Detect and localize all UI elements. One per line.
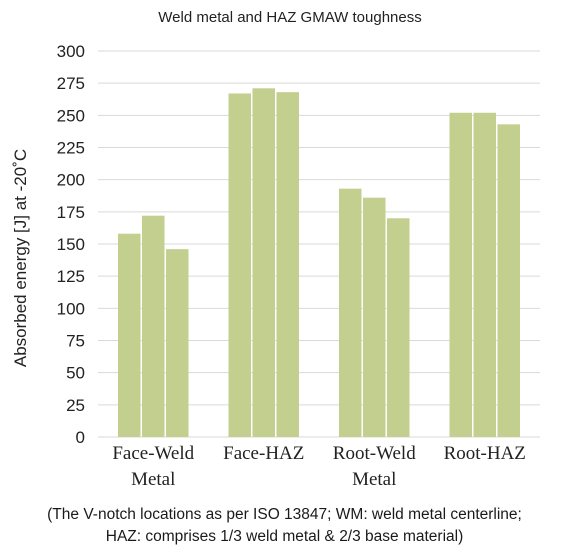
bar [166, 249, 189, 437]
y-tick-labels: 0 25 50 75 100 125 150 175 200 225 250 275 300 [57, 42, 85, 447]
y-tick-label: 200 [57, 171, 85, 190]
x-tick-labels: Face-Weld Metal Face-HAZ Root-Weld Metal Root… [112, 443, 526, 490]
x-tick-label: Face-Weld [112, 443, 194, 464]
x-tick-label: Face-HAZ [223, 443, 304, 464]
y-tick-label: 225 [57, 139, 85, 158]
y-tick-label: 175 [57, 203, 85, 222]
y-tick-label: 0 [76, 428, 85, 447]
y-tick-label: 150 [57, 235, 85, 254]
bars [118, 88, 520, 438]
y-axis-label: Absorbed energy [J] at -20˚C [11, 149, 30, 367]
x-tick-label: Root-Weld [333, 443, 416, 464]
y-tick-label: 75 [66, 332, 85, 351]
bar [473, 112, 496, 437]
bar [339, 188, 362, 437]
x-tick-label: Metal [352, 469, 396, 490]
bar [276, 92, 299, 437]
y-tick-label: 100 [57, 299, 85, 318]
x-tick-label: Metal [131, 469, 175, 490]
x-tick-label: Root-HAZ [444, 443, 526, 464]
caption-line-1: (The V-notch locations as per ISO 13847;… [47, 506, 522, 523]
bar [387, 218, 410, 437]
y-tick-label: 50 [66, 364, 85, 383]
y-tick-label: 300 [57, 42, 85, 61]
bar [228, 93, 251, 438]
y-tick-label: 125 [57, 267, 85, 286]
caption-line-2: HAZ: comprises 1/3 weld metal & 2/3 base… [105, 528, 464, 545]
bar [497, 124, 520, 437]
bar [142, 215, 165, 437]
bar [363, 197, 386, 437]
bar [118, 233, 141, 437]
chart-title: Weld metal and HAZ GMAW toughness [158, 9, 421, 26]
bar [252, 88, 275, 438]
y-tick-label: 25 [66, 396, 85, 415]
bar [449, 112, 472, 437]
y-tick-label: 250 [57, 106, 85, 125]
y-tick-label: 275 [57, 74, 85, 93]
